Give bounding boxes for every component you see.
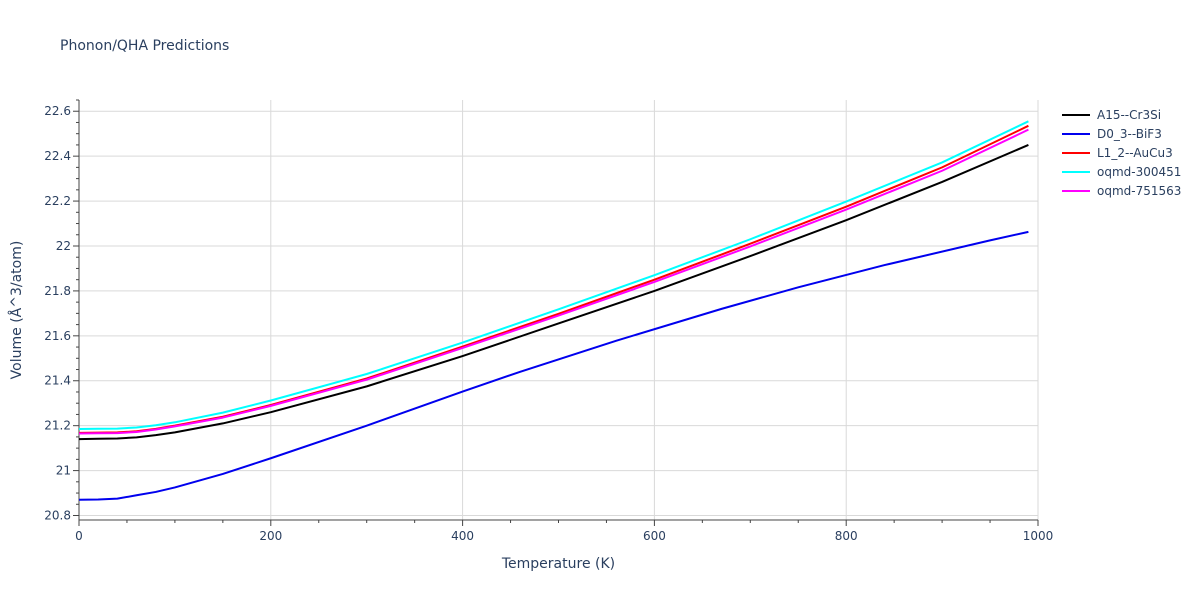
- legend-item-oqmd-751563[interactable]: oqmd-751563: [1062, 184, 1181, 198]
- y-tick-label: 22.2: [44, 194, 71, 208]
- legend-label: A15--Cr3Si: [1097, 108, 1161, 122]
- x-tick-label: 200: [259, 529, 282, 543]
- legend-label: oqmd-300451: [1097, 165, 1181, 179]
- x-axis-title: Temperature (K): [501, 556, 615, 572]
- y-axis-title: Volume (Å^3/atom): [8, 241, 25, 380]
- series-group: [78, 120, 1029, 501]
- legend-label: L1_2--AuCu3: [1097, 146, 1173, 160]
- grid: [79, 100, 1039, 520]
- x-tick-label: 400: [451, 529, 474, 543]
- series-line-oqmd-751563: [78, 128, 1029, 435]
- y-tick-label: 21.2: [44, 419, 71, 433]
- legend-item-d0-3-bif3[interactable]: D0_3--BiF3: [1062, 127, 1162, 141]
- legend[interactable]: A15--Cr3Si D0_3--BiF3 L1_2--AuCu3 oqmd-3004…: [1062, 108, 1181, 198]
- x-tick-label: 800: [835, 529, 858, 543]
- series-line-oqmd-300451: [78, 120, 1029, 431]
- x-tick-label: 0: [75, 529, 83, 543]
- x-ticks: 0 200 400 600 800 1000: [75, 520, 1053, 543]
- y-tick-label: 22.6: [44, 104, 71, 118]
- y-tick-label: 22.4: [44, 149, 71, 163]
- legend-item-l1-2-aucu3[interactable]: L1_2--AuCu3: [1062, 146, 1173, 160]
- legend-item-oqmd-300451[interactable]: oqmd-300451: [1062, 165, 1181, 179]
- y-tick-label: 21: [56, 464, 71, 478]
- legend-label: D0_3--BiF3: [1097, 127, 1162, 141]
- y-tick-label: 21.6: [44, 329, 71, 343]
- series-line-a15-cr3si: [78, 144, 1029, 441]
- y-tick-label: 20.8: [44, 509, 71, 523]
- legend-label: oqmd-751563: [1097, 184, 1181, 198]
- y-tick-label: 21.4: [44, 374, 71, 388]
- y-tick-label: 22: [56, 239, 71, 253]
- y-tick-label: 21.8: [44, 284, 71, 298]
- x-tick-label: 1000: [1023, 529, 1054, 543]
- series-line-d0-3-bif3: [78, 230, 1029, 501]
- legend-item-a15-cr3si[interactable]: A15--Cr3Si: [1062, 108, 1161, 122]
- x-tick-label: 600: [643, 529, 666, 543]
- y-ticks: 20.8 21 21.2 21.4 21.6 21.8 22 22.2 22.4 22.6: [44, 99, 79, 523]
- chart-title: Phonon/QHA Predictions: [60, 38, 229, 54]
